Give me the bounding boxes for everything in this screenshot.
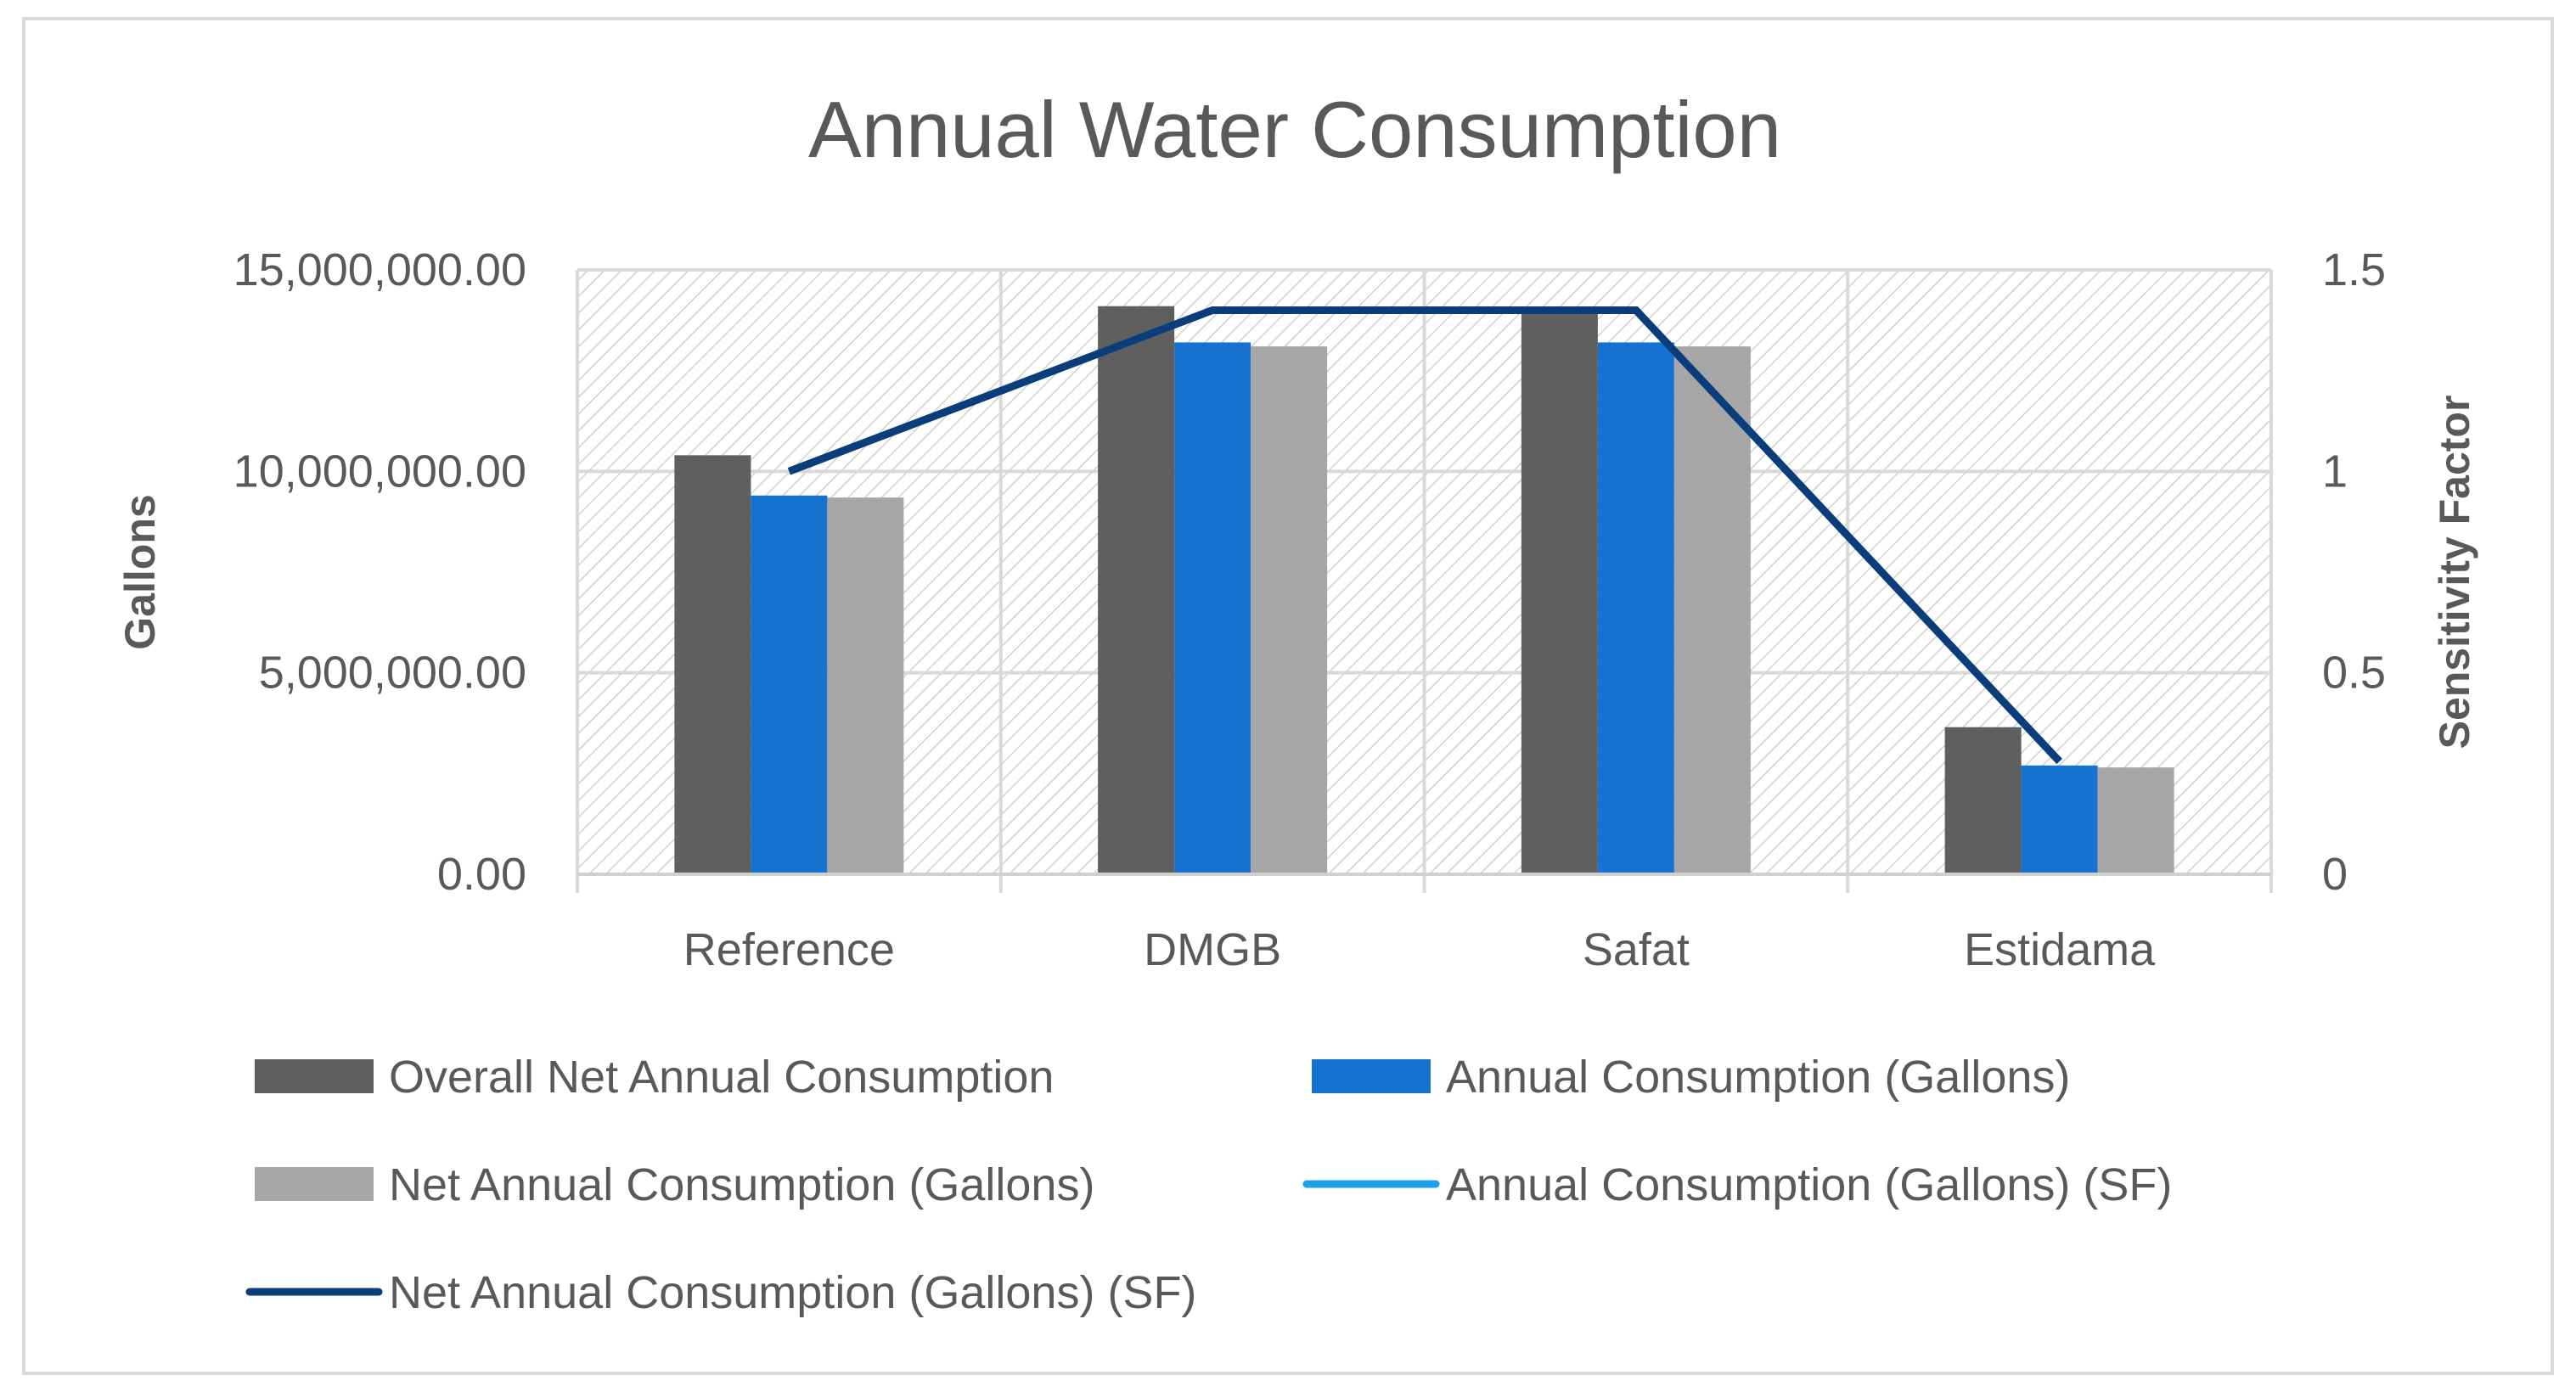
bar (1174, 342, 1251, 874)
sf-lines (787, 306, 2062, 765)
bar (1673, 346, 1751, 875)
x-tick-label: Safat (1583, 924, 1690, 975)
bar (1944, 727, 2022, 874)
x-tick-label: Reference (683, 924, 895, 975)
y2-tick-label: 0 (2322, 849, 2348, 900)
bars (674, 306, 2174, 875)
legend-label: Annual Consumption (Gallons) (SF) (1446, 1159, 2172, 1210)
bar (751, 495, 828, 874)
bar (1597, 342, 1674, 874)
chart-title: Annual Water Consumption (808, 85, 1781, 174)
x-tick-label: DMGB (1144, 924, 1281, 975)
y2-axis-label: Sensitivity Factor (2431, 396, 2478, 749)
bar (1098, 306, 1175, 875)
legend-label: Net Annual Consumption (Gallons) (389, 1159, 1094, 1210)
bar (827, 497, 904, 874)
legend-label: Annual Consumption (Gallons) (1446, 1052, 2070, 1103)
y2-tick-label: 1.5 (2322, 244, 2386, 295)
y-tick-label: 5,000,000.00 (259, 648, 526, 699)
bar (1521, 310, 1598, 874)
y2-tick-label: 1 (2322, 446, 2348, 497)
legend-swatch (1312, 1059, 1431, 1093)
legend-label: Overall Net Annual Consumption (389, 1052, 1054, 1103)
legend: Overall Net Annual Consumption Annual Con… (245, 1052, 2172, 1318)
x-tick-label: Estidama (1964, 924, 2156, 975)
bar (1251, 346, 1328, 875)
legend-swatch (255, 1059, 374, 1093)
y-tick-label: 0.00 (437, 849, 526, 900)
y-tick-label: 15,000,000.00 (233, 244, 526, 295)
bar (2021, 765, 2098, 874)
y2-tick-label: 0.5 (2322, 648, 2386, 699)
legend-label: Net Annual Consumption (Gallons) (SF) (389, 1267, 1196, 1318)
y-tick-label: 10,000,000.00 (233, 446, 526, 497)
sf-line (787, 306, 2062, 765)
gridlines (576, 268, 2273, 893)
legend-swatch (255, 1167, 374, 1201)
bar (2097, 767, 2174, 874)
bar (674, 455, 751, 874)
y-axis-label: Gallons (116, 494, 164, 649)
axes: 0.00 5,000,000.00 10,000,000.00 15,000,000.… (233, 244, 2386, 975)
